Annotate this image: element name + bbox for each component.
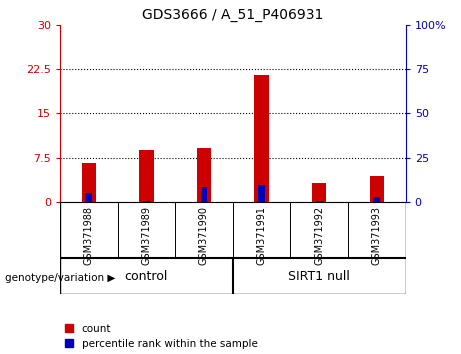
Text: control: control [124, 270, 168, 282]
Text: genotype/variation ▶: genotype/variation ▶ [5, 273, 115, 283]
Bar [82, 164, 96, 202]
Bar [197, 148, 211, 202]
Text: GSM371990: GSM371990 [199, 206, 209, 265]
Text: GSM371988: GSM371988 [84, 206, 94, 265]
Text: SIRT1 null: SIRT1 null [288, 270, 350, 282]
Text: GSM371989: GSM371989 [142, 206, 151, 265]
Bar [143, 201, 150, 202]
Bar [254, 75, 269, 202]
Bar [370, 176, 384, 202]
Legend: count, percentile rank within the sample: count, percentile rank within the sample [65, 324, 258, 349]
Bar [373, 198, 380, 202]
Text: GSM371992: GSM371992 [314, 206, 324, 266]
Title: GDS3666 / A_51_P406931: GDS3666 / A_51_P406931 [142, 8, 324, 22]
Bar [312, 183, 326, 202]
Text: GSM371993: GSM371993 [372, 206, 382, 265]
Text: GSM371991: GSM371991 [257, 206, 266, 265]
Bar [139, 150, 154, 202]
Bar [258, 185, 265, 202]
Bar [316, 201, 323, 202]
Bar [85, 193, 92, 202]
Bar [201, 187, 207, 202]
